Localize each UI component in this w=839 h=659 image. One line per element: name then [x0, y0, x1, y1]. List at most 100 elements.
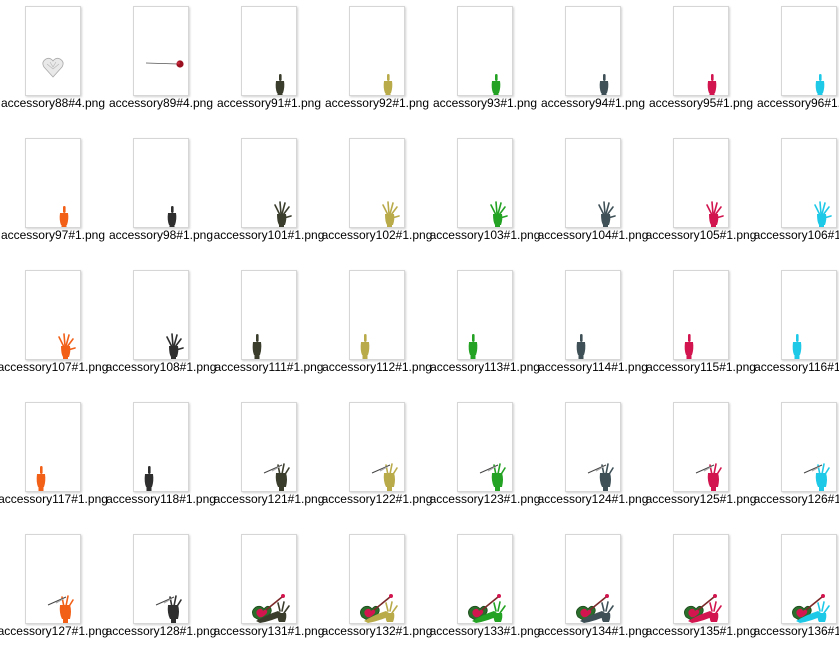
file-name-label[interactable]: accessory124#1.png [537, 492, 649, 506]
file-thumbnail[interactable] [349, 270, 405, 360]
file-name-label[interactable]: accessory136#1.png [753, 624, 839, 638]
file-item[interactable]: accessory134#1.png [538, 528, 648, 658]
file-item[interactable]: accessory107#1.png [0, 264, 108, 394]
file-name-label[interactable]: accessory98#1.png [108, 228, 214, 242]
file-name-label[interactable]: accessory117#1.png [0, 492, 108, 506]
file-item[interactable]: accessory103#1.png [430, 132, 540, 262]
file-name-label[interactable]: accessory101#1.png [213, 228, 325, 242]
file-item[interactable]: accessory105#1.png [646, 132, 756, 262]
file-thumbnail[interactable] [25, 138, 81, 228]
file-thumbnail[interactable] [673, 138, 729, 228]
file-name-label[interactable]: accessory96#1.png [756, 96, 839, 110]
file-item[interactable]: accessory112#1.png [322, 264, 432, 394]
file-thumbnail[interactable] [673, 6, 729, 96]
file-item[interactable]: accessory117#1.png [0, 396, 108, 526]
file-item[interactable]: accessory125#1.png [646, 396, 756, 526]
file-name-label[interactable]: accessory135#1.png [645, 624, 757, 638]
file-item[interactable]: accessory122#1.png [322, 396, 432, 526]
file-name-label[interactable]: accessory102#1.png [321, 228, 433, 242]
file-item[interactable]: accessory121#1.png [214, 396, 324, 526]
file-item[interactable]: accessory123#1.png [430, 396, 540, 526]
file-thumbnail[interactable] [457, 402, 513, 492]
file-thumbnail[interactable] [565, 402, 621, 492]
file-thumbnail[interactable] [565, 270, 621, 360]
file-name-label[interactable]: accessory89#4.png [108, 96, 214, 110]
file-thumbnail[interactable] [565, 138, 621, 228]
file-thumbnail[interactable] [25, 534, 81, 624]
file-thumbnail[interactable] [565, 6, 621, 96]
file-thumbnail[interactable] [25, 402, 81, 492]
file-name-label[interactable]: accessory105#1.png [645, 228, 757, 242]
file-name-label[interactable]: accessory122#1.png [321, 492, 433, 506]
file-item[interactable]: accessory101#1.png [214, 132, 324, 262]
file-thumbnail[interactable] [673, 270, 729, 360]
file-name-label[interactable]: accessory128#1.png [105, 624, 217, 638]
file-item[interactable]: accessory106#1.png [754, 132, 839, 262]
file-item[interactable]: accessory95#1.png [647, 0, 755, 130]
file-name-label[interactable]: accessory133#1.png [429, 624, 541, 638]
file-name-label[interactable]: accessory113#1.png [430, 360, 540, 374]
file-item[interactable]: accessory113#1.png [430, 264, 540, 394]
file-name-label[interactable]: accessory115#1.png [646, 360, 756, 374]
file-thumbnail[interactable] [457, 6, 513, 96]
file-item[interactable]: accessory131#1.png [214, 528, 324, 658]
file-thumbnail[interactable] [133, 402, 189, 492]
file-name-label[interactable]: accessory106#1.png [753, 228, 839, 242]
file-thumbnail[interactable] [25, 270, 81, 360]
file-item[interactable]: accessory93#1.png [431, 0, 539, 130]
file-item[interactable]: accessory127#1.png [0, 528, 108, 658]
file-thumbnail[interactable] [349, 138, 405, 228]
file-name-label[interactable]: accessory103#1.png [429, 228, 541, 242]
file-thumbnail[interactable] [241, 534, 297, 624]
file-thumbnail[interactable] [241, 6, 297, 96]
file-thumbnail[interactable] [349, 402, 405, 492]
file-item[interactable]: accessory133#1.png [430, 528, 540, 658]
file-name-label[interactable]: accessory114#1.png [538, 360, 648, 374]
file-name-label[interactable]: accessory93#1.png [432, 96, 538, 110]
file-item[interactable]: accessory116#1.png [754, 264, 839, 394]
file-item[interactable]: accessory126#1.png [754, 396, 839, 526]
file-name-label[interactable]: accessory131#1.png [213, 624, 325, 638]
file-thumbnail[interactable] [457, 138, 513, 228]
file-name-label[interactable]: accessory126#1.png [753, 492, 839, 506]
file-thumbnail[interactable] [25, 6, 81, 96]
file-item[interactable]: accessory98#1.png [107, 132, 215, 262]
file-item[interactable]: accessory108#1.png [106, 264, 216, 394]
file-thumbnail[interactable] [565, 534, 621, 624]
file-name-label[interactable]: accessory91#1.png [216, 96, 322, 110]
file-item[interactable]: accessory89#4.png [107, 0, 215, 130]
file-thumbnail[interactable] [133, 270, 189, 360]
file-item[interactable]: accessory128#1.png [106, 528, 216, 658]
file-item[interactable]: accessory96#1.png [755, 0, 839, 130]
file-item[interactable]: accessory136#1.png [754, 528, 839, 658]
file-item[interactable]: accessory97#1.png [0, 132, 107, 262]
file-item[interactable]: accessory88#4.png [0, 0, 107, 130]
file-thumbnail[interactable] [133, 138, 189, 228]
file-thumbnail[interactable] [457, 534, 513, 624]
file-thumbnail[interactable] [349, 6, 405, 96]
file-item[interactable]: accessory111#1.png [215, 264, 323, 394]
file-name-label[interactable]: accessory94#1.png [540, 96, 646, 110]
file-name-label[interactable]: accessory88#4.png [0, 96, 106, 110]
file-name-label[interactable]: accessory108#1.png [105, 360, 217, 374]
file-item[interactable]: accessory104#1.png [538, 132, 648, 262]
file-thumbnail[interactable] [457, 270, 513, 360]
file-name-label[interactable]: accessory111#1.png [214, 360, 324, 374]
file-name-label[interactable]: accessory118#1.png [106, 492, 216, 506]
file-item[interactable]: accessory102#1.png [322, 132, 432, 262]
file-thumbnail[interactable] [241, 138, 297, 228]
file-name-label[interactable]: accessory104#1.png [537, 228, 649, 242]
file-thumbnail[interactable] [781, 138, 837, 228]
file-item[interactable]: accessory135#1.png [646, 528, 756, 658]
file-name-label[interactable]: accessory107#1.png [0, 360, 109, 374]
file-thumbnail[interactable] [241, 270, 297, 360]
file-thumbnail[interactable] [673, 402, 729, 492]
file-name-label[interactable]: accessory116#1.png [754, 360, 839, 374]
file-thumbnail[interactable] [781, 534, 837, 624]
file-item[interactable]: accessory124#1.png [538, 396, 648, 526]
file-name-label[interactable]: accessory123#1.png [429, 492, 541, 506]
file-name-label[interactable]: accessory97#1.png [0, 228, 106, 242]
file-thumbnail[interactable] [781, 270, 837, 360]
file-thumbnail[interactable] [349, 534, 405, 624]
file-thumbnail[interactable] [781, 6, 837, 96]
